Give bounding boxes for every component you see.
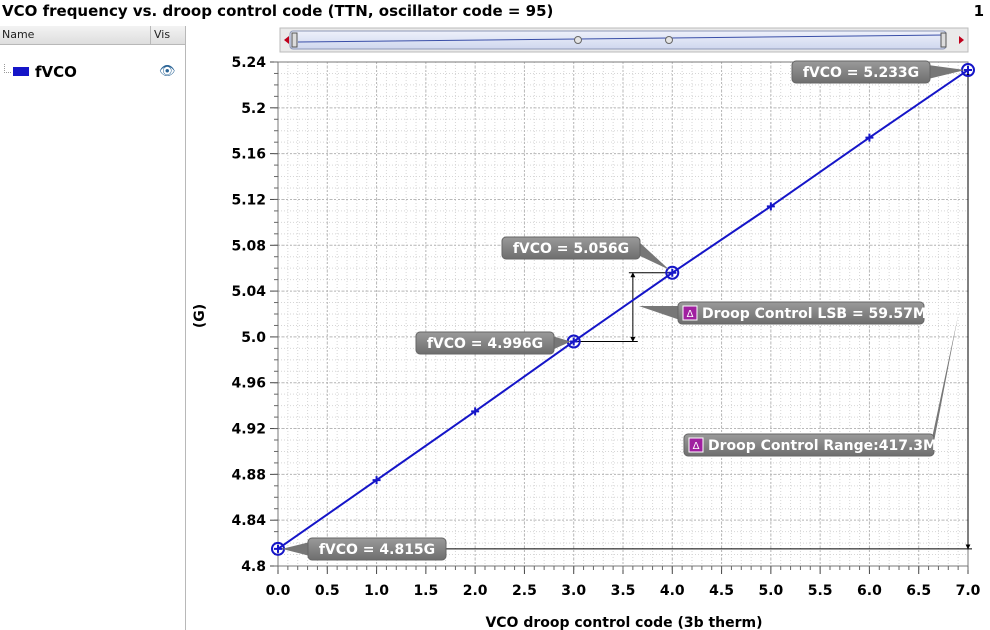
callout-text: Droop Control LSB = 59.57M (702, 306, 927, 322)
scroll-left-arrow-icon[interactable] (284, 36, 289, 44)
legend-header: Name Vis (0, 26, 185, 45)
chart-area: 0.0 0.5 1.0 1.5 2.0 2.5 3.0 3.5 4.0 4.5 5.0 5.5 6.0 6… (192, 27, 981, 630)
x-tick-label: 2.5 (512, 583, 537, 599)
tree-connector (4, 64, 11, 73)
callout-droop-range[interactable]: Δ Droop Control Range:417.3M (683, 316, 958, 457)
x-tick-label: 6.5 (906, 583, 931, 599)
scroll-left-handle[interactable] (291, 32, 298, 48)
callout-pointer (552, 336, 571, 350)
legend-panel: Name Vis fVCO 👁 (0, 26, 186, 630)
x-tick-label: 0.0 (266, 583, 291, 599)
x-tick-label: 3.0 (561, 583, 586, 599)
x-axis-label: VCO droop control code (3b therm) (485, 615, 762, 630)
callout-box (307, 537, 447, 561)
legend-item-fvco[interactable]: fVCO 👁 (4, 62, 182, 82)
y-tick-label: 4.88 (231, 467, 266, 483)
x-tick-label: 3.5 (611, 583, 636, 599)
callout-text: fVCO = 5.233G (803, 65, 919, 81)
callout-pointer (282, 542, 310, 556)
page-number: 1 (973, 2, 984, 20)
callout-box (415, 331, 555, 355)
data-point (668, 268, 677, 277)
data-point (766, 202, 775, 211)
x-tick-label: 5.5 (808, 583, 833, 599)
x-tick-label: 4.5 (709, 583, 734, 599)
y-tick-label: 5.24 (231, 55, 266, 71)
scroll-grip-icon[interactable] (665, 36, 673, 44)
callout-text: Droop Control Range:417.3M (708, 438, 937, 454)
y-tick-label: 5.0 (241, 330, 266, 346)
y-tick-label: 4.8 (241, 559, 266, 575)
y-axis: 4.8 4.84 4.88 4.92 4.96 5.0 5.04 5.08 5.12 5.16 5.… (231, 55, 278, 575)
callout-box (677, 301, 925, 325)
series-line-fvco (277, 69, 969, 550)
y-tick-label: 5.16 (231, 147, 266, 163)
x-tick-label: 4.0 (660, 583, 685, 599)
callout-fvco-code0[interactable]: fVCO = 4.815G (282, 537, 447, 561)
callout-box (501, 236, 641, 260)
y-tick-label: 4.96 (231, 376, 266, 392)
data-point (964, 66, 972, 75)
data-point (471, 407, 480, 416)
marker-circle[interactable] (665, 265, 680, 280)
y-tick-label: 5.12 (231, 192, 266, 208)
y-tick-label: 4.92 (231, 422, 266, 438)
data-point (569, 337, 578, 346)
x-tick-label: 1.5 (413, 583, 438, 599)
x-tick-label: 1.0 (364, 583, 389, 599)
delta-icon (682, 305, 698, 321)
y-tick-label: 4.84 (231, 513, 266, 529)
grid (277, 61, 969, 567)
legend-swatch (13, 67, 29, 76)
callout-fvco-code3[interactable]: fVCO = 4.996G (415, 331, 571, 355)
y-tick-label: 5.04 (231, 284, 266, 300)
x-tick-label: 6.0 (857, 583, 882, 599)
callout-fvco-code4[interactable]: fVCO = 5.056G (501, 236, 670, 270)
y-axis-label: (G) (192, 304, 208, 328)
callout-text: fVCO = 4.996G (427, 336, 543, 352)
zoom-scrollbar[interactable] (279, 27, 969, 53)
callout-fvco-code7[interactable]: fVCO = 5.233G (791, 60, 965, 84)
callout-box (791, 60, 931, 84)
chart-title: VCO frequency vs. droop control code (TT… (2, 2, 554, 20)
x-tick-label: 2.0 (463, 583, 488, 599)
y-tick-label: 5.2 (241, 101, 266, 117)
callout-text: fVCO = 5.056G (513, 241, 629, 257)
legend-item-label: fVCO (35, 63, 77, 81)
delta-glyph: Δ (687, 309, 694, 320)
callout-pointer (928, 65, 965, 79)
scroll-grip-icon[interactable] (574, 36, 582, 44)
callout-layer: fVCO = 4.815G fVCO = 4.996G fVCO = 5.056G f… (282, 60, 965, 561)
scroll-right-handle[interactable] (940, 32, 947, 48)
x-axis: 0.0 0.5 1.0 1.5 2.0 2.5 3.0 3.5 4.0 4.5 5.0 5.5 6.0 6… (266, 566, 981, 599)
x-tick-label: 7.0 (956, 583, 981, 599)
callout-droop-lsb[interactable]: Δ Droop Control LSB = 59.57M (638, 301, 927, 325)
callout-box (683, 433, 935, 457)
scroll-right-arrow-icon[interactable] (959, 36, 964, 44)
data-point (865, 133, 874, 142)
callout-pointer (638, 241, 670, 270)
delta-glyph: Δ (693, 441, 700, 452)
delta-icon (688, 437, 704, 453)
data-point (372, 476, 381, 485)
eye-icon[interactable]: 👁 (159, 64, 176, 79)
callout-pointer (638, 306, 680, 320)
legend-col-vis[interactable]: Vis (154, 28, 171, 41)
legend-col-name[interactable]: Name (2, 28, 35, 41)
x-tick-label: 0.5 (315, 583, 340, 599)
callout-text: fVCO = 4.815G (319, 542, 435, 558)
data-point (274, 544, 282, 553)
y-tick-label: 5.08 (231, 238, 266, 254)
callout-pointer (932, 316, 958, 452)
x-tick-label: 5.0 (758, 583, 783, 599)
